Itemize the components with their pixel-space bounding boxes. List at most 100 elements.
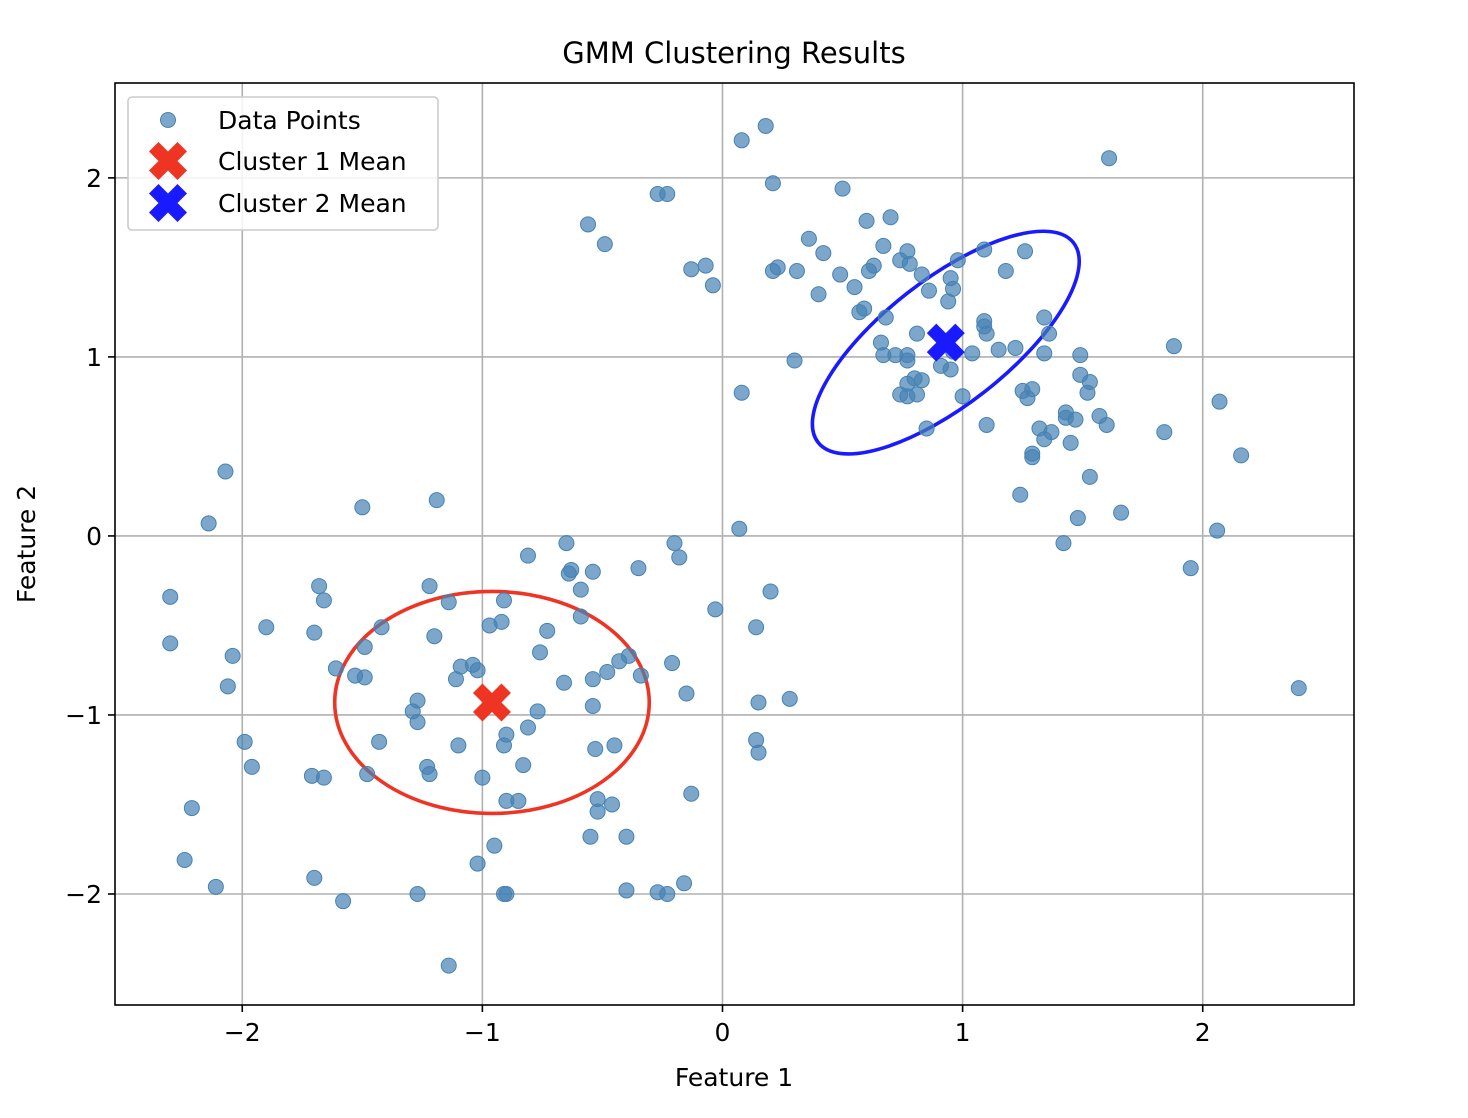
data-point: [1098, 416, 1115, 433]
data-point: [757, 117, 774, 134]
y-tick-label: 1: [86, 343, 102, 372]
data-point: [219, 678, 236, 695]
data-point: [1041, 325, 1058, 342]
data-point: [162, 588, 179, 605]
data-point: [618, 828, 635, 845]
data-point: [572, 581, 589, 598]
data-point: [1079, 384, 1096, 401]
data-point: [224, 647, 241, 664]
data-point: [1069, 510, 1086, 527]
data-point: [426, 628, 443, 645]
data-point: [1012, 486, 1029, 503]
data-point: [306, 624, 323, 641]
legend-marker-data-points: [160, 112, 176, 128]
covariance-ellipse: [810, 229, 1082, 456]
data-point: [1209, 522, 1226, 539]
data-point: [440, 594, 457, 611]
data-point: [1290, 680, 1307, 697]
data-point: [558, 535, 575, 552]
data-point: [908, 386, 925, 403]
data-point: [1067, 411, 1084, 428]
data-point: [1055, 535, 1072, 552]
data-point: [664, 655, 681, 672]
data-point: [997, 262, 1014, 279]
data-point: [520, 719, 536, 736]
chart-title: GMM Clustering Results: [562, 36, 905, 70]
data-points: [162, 117, 1307, 974]
data-point: [942, 361, 959, 378]
axis-ticks: −2 −1 0 1 2 −2 −1 0 1 2: [65, 164, 1211, 1047]
data-point: [440, 957, 457, 974]
data-point: [920, 282, 937, 299]
data-point: [183, 800, 200, 817]
data-point: [846, 279, 863, 296]
data-point: [1072, 347, 1089, 364]
data-point: [236, 733, 253, 750]
data-point: [495, 886, 512, 903]
data-point: [200, 515, 217, 532]
legend-label: Data Points: [218, 106, 361, 135]
data-point: [865, 257, 882, 274]
data-point: [589, 803, 606, 820]
data-point: [1081, 468, 1098, 485]
legend: Data Points Cluster 1 Mean Cluster 2 Mean: [127, 96, 439, 231]
data-point: [733, 384, 750, 401]
data-point: [584, 671, 601, 688]
data-point: [683, 261, 700, 278]
data-point: [315, 592, 332, 609]
data-point: [354, 499, 371, 516]
data-point: [913, 372, 930, 389]
data-point: [1019, 390, 1036, 407]
data-point: [769, 259, 786, 276]
data-point: [556, 674, 573, 691]
data-point: [580, 216, 597, 233]
data-point: [990, 341, 1007, 358]
data-point: [901, 255, 918, 272]
data-point: [683, 785, 700, 802]
data-point: [584, 698, 601, 715]
data-point: [258, 619, 275, 636]
legend-label: Cluster 2 Mean: [218, 189, 407, 218]
data-point: [311, 578, 328, 595]
data-point: [474, 769, 491, 786]
data-point: [335, 893, 352, 910]
data-point: [421, 766, 438, 783]
data-point: [630, 560, 647, 577]
legend-box: [127, 96, 439, 231]
data-point: [356, 669, 373, 686]
data-point: [596, 236, 613, 253]
data-point: [731, 520, 748, 537]
data-point: [1233, 447, 1250, 464]
data-point: [786, 352, 803, 369]
data-point: [954, 388, 971, 405]
covariance-ellipses: [332, 229, 1082, 816]
covariance-ellipse: [332, 589, 652, 816]
data-point: [587, 740, 604, 757]
data-point: [572, 608, 589, 625]
data-point: [704, 277, 721, 294]
data-point: [1182, 560, 1199, 577]
x-tick-label: −2: [224, 1018, 261, 1047]
data-point: [800, 230, 817, 247]
data-point: [858, 212, 875, 229]
data-point: [606, 737, 623, 754]
data-point: [1036, 309, 1053, 326]
data-point: [450, 737, 467, 754]
data-point: [671, 549, 688, 566]
data-point: [918, 420, 935, 437]
data-point: [964, 345, 981, 362]
data-point: [1007, 339, 1024, 356]
data-point: [764, 175, 781, 192]
data-point: [978, 416, 995, 433]
data-point: [659, 886, 676, 903]
data-point: [750, 744, 767, 761]
x-tick-label: 1: [955, 1018, 971, 1047]
data-point: [748, 619, 765, 636]
data-point: [515, 757, 532, 774]
data-point: [949, 252, 966, 269]
data-point: [810, 286, 827, 303]
x-tick-label: 0: [715, 1018, 731, 1047]
data-point: [750, 694, 767, 711]
data-point: [529, 703, 546, 720]
